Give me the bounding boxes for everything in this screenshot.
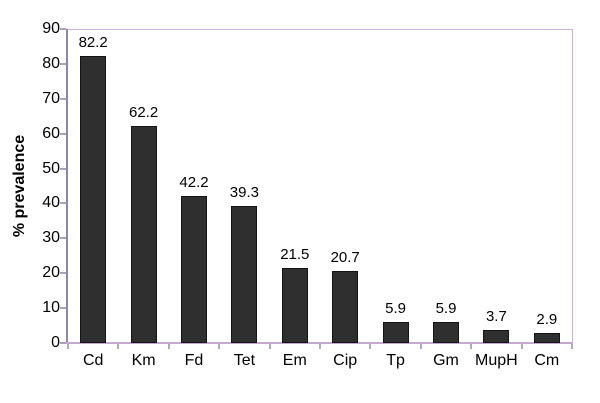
x-category-label: Fd xyxy=(184,352,204,369)
y-tick-mark xyxy=(60,237,66,240)
y-tick-label: 10 xyxy=(42,299,60,317)
x-axis-line xyxy=(66,342,573,344)
y-tick-mark xyxy=(60,342,66,344)
bar-Km xyxy=(130,126,157,343)
x-tick-mark xyxy=(268,344,271,349)
y-tick-label: 30 xyxy=(42,229,60,247)
y-tick-mark xyxy=(60,202,66,205)
bar-MupH xyxy=(483,330,510,343)
x-category-label: Cd xyxy=(82,352,104,369)
bar-value-label: 62.2 xyxy=(128,104,159,121)
y-tick-label: 40 xyxy=(42,194,60,212)
x-tick-mark xyxy=(319,344,321,349)
y-axis-line xyxy=(66,29,68,344)
bar-value-label: 39.3 xyxy=(229,184,259,201)
bar-Tp xyxy=(382,322,409,343)
y-tick-mark xyxy=(60,167,66,170)
y-tick-label: 60 xyxy=(42,124,60,142)
y-tick-mark xyxy=(60,272,66,275)
bar-value-label: 20.7 xyxy=(330,249,360,266)
bar-Fd xyxy=(181,196,207,343)
y-tick-label: 0 xyxy=(51,334,60,351)
x-tick-mark xyxy=(571,344,573,349)
bar-value-label: 21.5 xyxy=(280,246,310,263)
x-category-label: Cm xyxy=(534,352,560,369)
x-category-label: Em xyxy=(282,352,307,369)
bar-Tet xyxy=(231,206,258,343)
x-tick-mark xyxy=(167,344,170,349)
x-category-label: Cip xyxy=(333,352,358,369)
bar-value-label: 2.9 xyxy=(536,311,558,328)
x-tick-mark xyxy=(520,344,523,349)
y-tick-mark xyxy=(60,97,66,100)
bar-value-label: 42.2 xyxy=(179,174,209,191)
x-tick-mark xyxy=(67,344,69,349)
x-tick-mark xyxy=(470,344,473,349)
y-tick-mark xyxy=(60,307,66,310)
bar-Em xyxy=(281,268,308,343)
x-category-label: Gm xyxy=(433,352,459,369)
x-tick-mark xyxy=(218,344,221,349)
bar-value-label: 5.9 xyxy=(385,300,407,317)
x-category-label: Tp xyxy=(386,352,405,369)
x-category-label: Tet xyxy=(233,352,256,369)
bar-Gm xyxy=(433,322,459,343)
y-tick-label: 50 xyxy=(42,159,60,177)
bar-Cd xyxy=(80,56,107,343)
y-tick-label: 20 xyxy=(42,264,60,282)
y-tick-mark xyxy=(60,28,66,30)
bar-value-label: 82.2 xyxy=(78,34,108,51)
x-tick-mark xyxy=(369,344,372,349)
bar-value-label: 5.9 xyxy=(435,300,457,317)
plot-area xyxy=(68,29,573,344)
bar-Cip xyxy=(332,271,359,343)
y-tick-label: 80 xyxy=(42,54,60,72)
y-axis-title: % prevalence xyxy=(11,134,28,238)
bar-value-label: 3.7 xyxy=(485,308,507,325)
x-tick-mark xyxy=(117,344,120,349)
y-tick-mark xyxy=(60,62,66,65)
y-tick-label: 70 xyxy=(42,89,60,107)
y-tick-label: 90 xyxy=(42,20,60,37)
y-tick-mark xyxy=(60,132,66,135)
x-category-label: MupH xyxy=(475,352,518,369)
x-category-label: Km xyxy=(131,352,156,369)
x-tick-mark xyxy=(419,344,422,349)
bar-Cm xyxy=(533,333,560,343)
